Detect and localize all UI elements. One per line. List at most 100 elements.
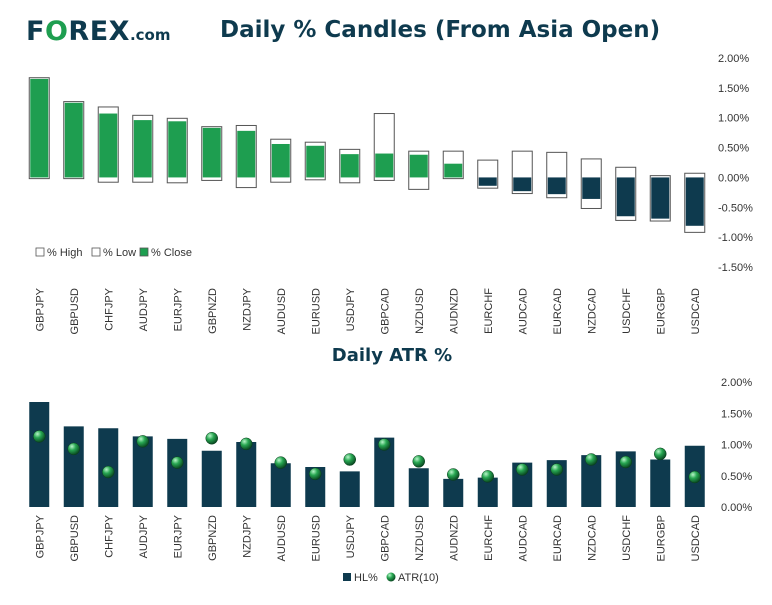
- atr-y-tick-label: 0.00%: [721, 502, 752, 514]
- atr-marker: [309, 467, 322, 481]
- atr-x-tick-label: EURCAD: [552, 515, 564, 562]
- atr-marker: [585, 453, 598, 466]
- candles-x-tick-label: AUDUSD: [276, 288, 288, 335]
- candles-x-tick-label: GBPNZD: [207, 288, 219, 334]
- candle-close-bar: [133, 120, 152, 178]
- candles-y-tick-label: 2.00%: [718, 53, 749, 65]
- candles-x-tick-label: EURJPY: [172, 287, 184, 331]
- atr-marker: [102, 465, 115, 479]
- atr-hl-bar: [270, 463, 291, 507]
- candles-x-tick-label: EURCAD: [552, 288, 564, 335]
- atr-marker: [481, 470, 494, 483]
- atr-legend-swatch-atr: [386, 572, 396, 582]
- atr-x-tick-label: GBPJPY: [34, 514, 46, 558]
- atr-marker: [67, 442, 80, 456]
- atr-x-tick-label: AUDUSD: [276, 515, 288, 562]
- candle-close-bar: [409, 154, 428, 178]
- candles-y-tick-label: 1.50%: [718, 83, 749, 95]
- atr-x-tick-label: GBPNZD: [207, 515, 219, 561]
- atr-x-tick-label: CHFJPY: [103, 514, 115, 557]
- atr-legend-label-atr: ATR(10): [398, 572, 439, 584]
- candles-legend-swatch: [91, 247, 101, 257]
- atr-x-tick-label: NZDCAD: [586, 515, 598, 561]
- candles-chart-title: Daily % Candles (From Asia Open): [220, 17, 661, 43]
- atr-x-tick-label: GBPUSD: [69, 515, 81, 562]
- atr-hl-bar: [650, 459, 671, 507]
- atr-hl-bar: [63, 426, 84, 507]
- atr-hl-bar: [374, 437, 395, 507]
- forex-logo: FOREX.com: [26, 16, 171, 47]
- atr-marker: [240, 437, 253, 451]
- atr-marker: [136, 435, 149, 448]
- candles-y-tick-label: -0.50%: [718, 202, 753, 214]
- candles-x-tick-label: EURGBP: [655, 288, 667, 334]
- atr-marker: [688, 470, 701, 484]
- atr-marker: [343, 453, 356, 466]
- atr-y-tick-label: 2.00%: [721, 377, 752, 389]
- candles-legend-swatch: [139, 247, 149, 257]
- atr-marker: [412, 455, 425, 468]
- candle-close-bar: [306, 145, 325, 178]
- candle-close-bar: [444, 163, 463, 178]
- atr-legend-label-hl: HL%: [354, 572, 378, 584]
- atr-marker: [33, 430, 46, 443]
- candle-close-bar: [30, 78, 49, 178]
- candle-close-bar: [685, 177, 704, 226]
- candle-close-bar: [582, 177, 601, 199]
- candles-x-tick-label: GBPUSD: [69, 288, 81, 335]
- atr-x-tick-label: EURCHF: [483, 515, 495, 561]
- candle-close-bar: [202, 127, 221, 178]
- atr-hl-bar: [201, 450, 222, 507]
- atr-hl-bar: [29, 402, 50, 507]
- candles-x-tick-label: CHFJPY: [103, 287, 115, 330]
- candle-close-bar: [513, 177, 532, 192]
- candles-legend-swatch: [35, 247, 45, 257]
- candles-y-tick-label: 1.00%: [718, 113, 749, 125]
- candle-close-bar: [478, 177, 497, 186]
- atr-x-tick-label: NZDUSD: [414, 515, 426, 561]
- atr-hl-bar: [581, 455, 602, 507]
- atr-marker: [274, 456, 287, 469]
- atr-x-tick-label: AUDJPY: [138, 514, 150, 558]
- candle-close-bar: [271, 143, 290, 178]
- atr-x-tick-label: EURGBP: [655, 515, 667, 561]
- atr-y-tick-label: 1.50%: [721, 408, 752, 420]
- atr-hl-bar: [236, 442, 257, 507]
- candle-close-bar: [651, 177, 670, 219]
- atr-marker: [378, 438, 391, 451]
- candles-x-tick-label: AUDNZD: [448, 288, 460, 334]
- atr-marker: [171, 456, 184, 469]
- candles-legend-label: % High: [47, 247, 82, 259]
- candles-x-tick-label: NZDJPY: [241, 287, 253, 330]
- atr-x-tick-label: USDJPY: [345, 514, 357, 558]
- atr-x-tick-label: AUDCAD: [517, 515, 529, 562]
- atr-y-tick-label: 1.00%: [721, 440, 752, 452]
- candle-close-bar: [340, 154, 359, 178]
- atr-hl-bar: [443, 478, 464, 507]
- candles-y-tick-label: -1.00%: [718, 232, 753, 244]
- atr-x-tick-label: AUDNZD: [448, 515, 460, 561]
- candles-x-tick-label: USDCHF: [621, 288, 633, 334]
- candles-x-tick-label: USDJPY: [345, 287, 357, 331]
- atr-hl-bar: [408, 468, 429, 507]
- atr-x-tick-label: USDCHF: [621, 515, 633, 561]
- atr-marker: [550, 463, 563, 476]
- atr-legend-swatch-hl: [343, 573, 351, 581]
- atr-chart-title: Daily ATR %: [331, 345, 453, 366]
- atr-x-tick-label: USDCAD: [690, 515, 702, 562]
- candle-close-bar: [237, 130, 256, 178]
- atr-hl-bar: [477, 477, 498, 507]
- atr-hl-bar: [167, 438, 188, 507]
- candle-close-bar: [168, 121, 187, 178]
- candles-y-tick-label: 0.50%: [718, 143, 749, 155]
- candles-x-tick-label: NZDUSD: [414, 288, 426, 334]
- candles-x-tick-label: EURUSD: [310, 288, 322, 335]
- atr-hl-bar: [339, 471, 360, 507]
- atr-marker: [654, 447, 667, 461]
- atr-y-tick-label: 0.50%: [721, 471, 752, 483]
- candles-legend-label: % Close: [151, 247, 192, 259]
- candles-x-tick-label: EURCHF: [483, 288, 495, 334]
- candles-x-tick-label: NZDCAD: [586, 288, 598, 334]
- atr-marker: [516, 463, 529, 476]
- candle-close-bar: [547, 177, 566, 195]
